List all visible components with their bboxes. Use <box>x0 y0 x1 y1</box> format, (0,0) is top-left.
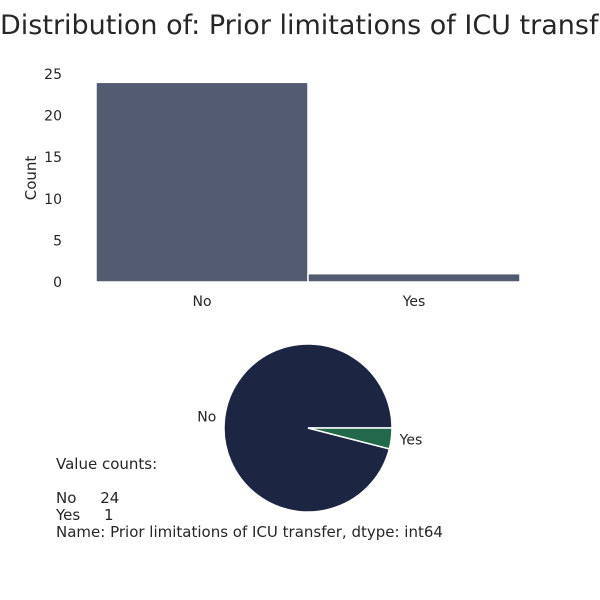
y-axis-label: Count <box>22 156 40 201</box>
bar-series <box>95 81 521 283</box>
bar-yes <box>307 272 521 283</box>
y-tick-label: 5 <box>53 233 62 249</box>
pie-label: No <box>197 409 216 425</box>
y-tick-label: 15 <box>44 150 62 166</box>
x-tick-label: Yes <box>402 294 426 310</box>
pie-label: Yes <box>399 433 423 449</box>
value-counts-text: Value counts: No 24 Yes 1 Name: Prior li… <box>56 455 443 541</box>
pie-slice-yes <box>307 427 393 450</box>
chart-title: Distribution of: Prior limitations of IC… <box>0 10 600 41</box>
x-axis-ticks: No Yes <box>192 294 425 310</box>
pie-slices <box>223 343 393 513</box>
y-axis-ticks: 0 5 10 15 20 25 <box>44 67 62 291</box>
bar-chart: 0 5 10 15 20 25 No Yes Count <box>22 67 521 310</box>
y-tick-label: 10 <box>44 192 62 208</box>
pie-labels: No Yes <box>197 409 422 448</box>
y-tick-label: 0 <box>53 275 62 291</box>
bar-no <box>95 81 309 283</box>
y-tick-label: 20 <box>44 109 62 125</box>
y-tick-label: 25 <box>44 67 62 83</box>
x-tick-label: No <box>192 294 211 310</box>
